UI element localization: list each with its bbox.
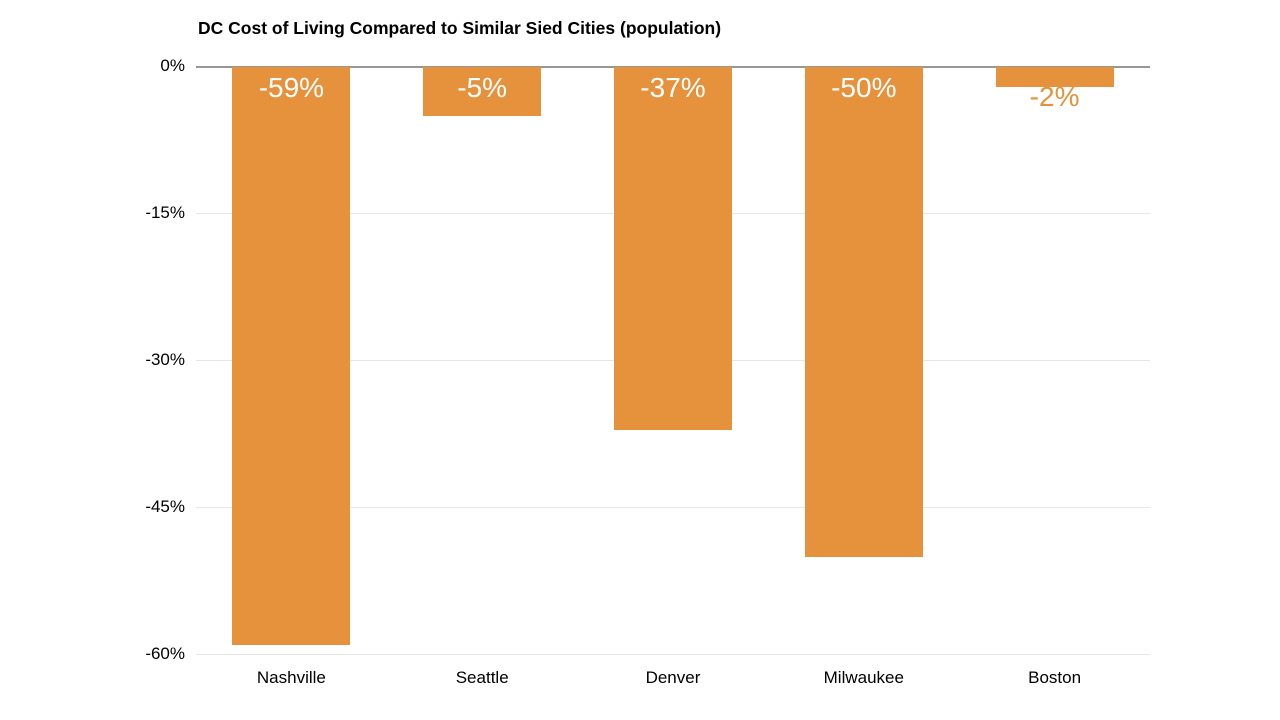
gridline <box>196 506 1150 508</box>
x-tick-label-milwaukee: Milwaukee <box>823 668 904 687</box>
x-tick-label-denver: Denver <box>645 668 701 687</box>
plot-area: -59% -5% -37% -50% -2% <box>196 66 1150 655</box>
bar-value-label: -37% <box>640 72 706 103</box>
y-tick-label: -15% <box>145 203 185 222</box>
x-tick-label-nashville: Nashville <box>256 668 326 687</box>
bar-value-label: -5% <box>457 72 508 103</box>
x-tick-label-seattle: Seattle <box>455 668 509 687</box>
bar-value-label: -2% <box>1029 80 1080 112</box>
bar-slot: -5% <box>387 66 578 654</box>
y-tick-label: -45% <box>145 497 185 516</box>
bar-nashville <box>232 67 351 646</box>
x-tick-label-boston: Boston <box>1028 668 1082 687</box>
bar-slot: -37% <box>578 66 769 654</box>
y-tick-label: -60% <box>145 644 185 663</box>
bar-value-label: -50% <box>831 72 897 103</box>
y-tick-label: 0% <box>160 56 185 75</box>
bar-milwaukee <box>804 67 923 557</box>
bar-slot: -59% <box>196 66 387 654</box>
gridline <box>196 653 1150 655</box>
bar-slot: -2% <box>959 66 1150 654</box>
bar-denver <box>613 67 732 430</box>
bar-seattle <box>423 67 542 116</box>
y-tick-label: -30% <box>145 350 185 369</box>
bar-boston <box>995 67 1114 87</box>
bar-slot: -50% <box>768 66 959 654</box>
chart-title: DC Cost of Living Compared to Similar Si… <box>198 18 722 38</box>
bar-value-label: -59% <box>258 72 325 103</box>
